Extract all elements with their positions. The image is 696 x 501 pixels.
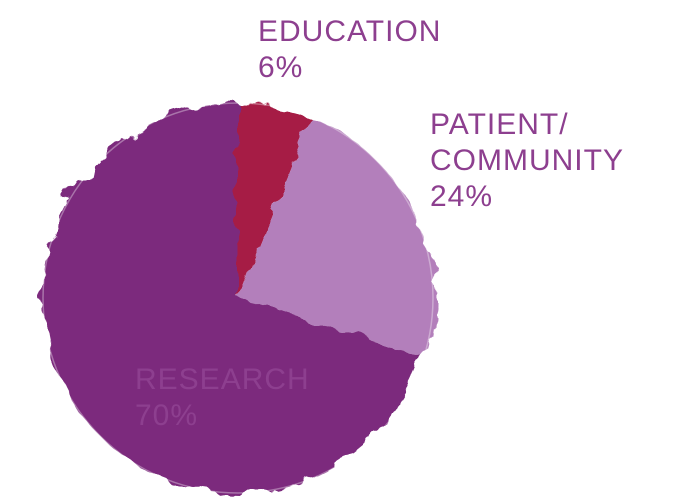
slice-name: EDUCATION — [258, 14, 418, 50]
pie — [43, 103, 433, 493]
slice-name: PATIENT/ COMMUNITY — [430, 107, 670, 179]
slice-name: RESEARCH — [135, 362, 375, 398]
slice-value: 6% — [258, 50, 418, 86]
slice-value: 70% — [135, 398, 375, 434]
slice-value: 24% — [430, 179, 670, 215]
page: EDUCATION6%PATIENT/ COMMUNITY24%RESEARCH… — [0, 0, 696, 501]
